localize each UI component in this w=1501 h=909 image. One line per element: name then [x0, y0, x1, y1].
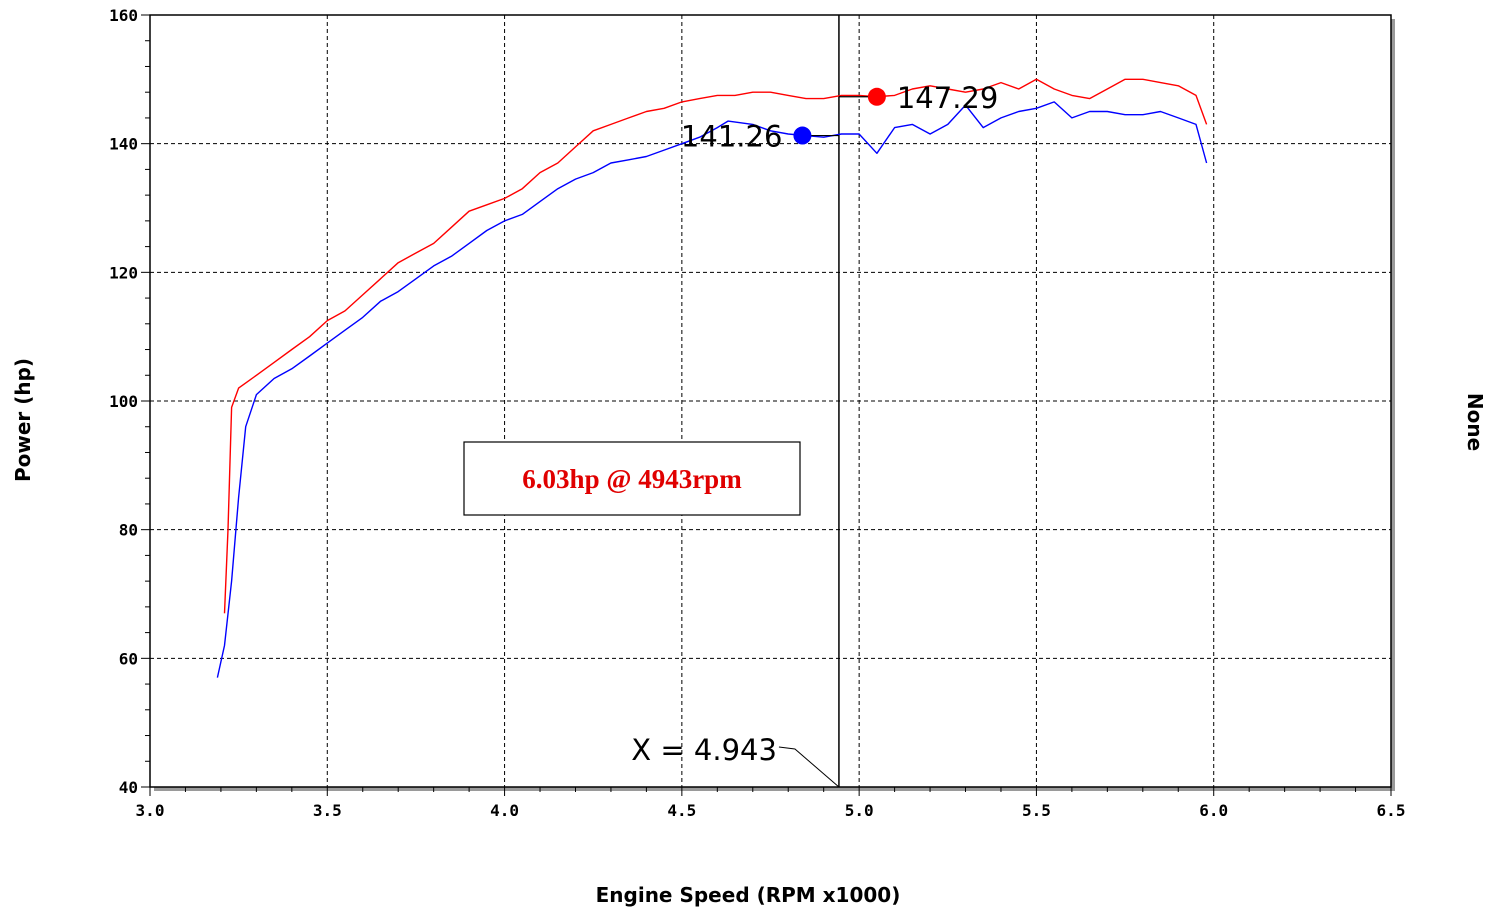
y-tick-label: 100: [109, 392, 138, 411]
x-tick-labels: 3.0 3.5 4.0 4.5 5.0 5.5 6.0 6.5: [136, 801, 1406, 820]
y2-axis-title: None: [1463, 393, 1487, 451]
marker-value-blue: 141.26: [681, 120, 782, 154]
cursor-label: X = 4.943: [631, 733, 777, 767]
series-blue-line: [216, 101, 1208, 678]
marker-point-red: [867, 87, 886, 106]
x-tick-label: 3.0: [136, 801, 165, 820]
series-lines: [216, 78, 1208, 678]
marker-value-red: 147.29: [897, 81, 998, 115]
y-tick-label: 80: [119, 521, 138, 540]
grid: [150, 15, 1391, 787]
x-tick-label: 4.5: [667, 801, 696, 820]
marker-point-blue: [793, 126, 812, 145]
y-tick-label: 160: [109, 6, 138, 25]
annotation-text: 6.03hp @ 4943rpm: [522, 464, 742, 494]
x-tick-label: 5.0: [845, 801, 874, 820]
y-tick-label: 60: [119, 649, 138, 668]
minor-ticks: [141, 14, 1392, 796]
x-tick-label: 5.5: [1022, 801, 1051, 820]
y-tick-label: 120: [109, 263, 138, 282]
x-tick-label: 6.0: [1199, 801, 1228, 820]
x-tick-label: 4.0: [490, 801, 519, 820]
markers: 147.29 141.26: [681, 81, 998, 154]
cursor: X = 4.943: [631, 15, 840, 788]
y-tick-labels: 40 60 80 100 120 140 160: [109, 6, 138, 797]
cursor-leader: [778, 746, 840, 788]
series-red-line: [223, 78, 1208, 614]
y-tick-label: 140: [109, 135, 138, 154]
y-axis-title: Power (hp): [11, 358, 35, 482]
annotation-box: 6.03hp @ 4943rpm: [463, 441, 801, 516]
x-axis-title: Engine Speed (RPM x1000): [596, 883, 901, 907]
x-tick-label: 3.5: [313, 801, 342, 820]
x-tick-label: 6.5: [1377, 801, 1406, 820]
y-tick-label: 40: [119, 778, 138, 797]
